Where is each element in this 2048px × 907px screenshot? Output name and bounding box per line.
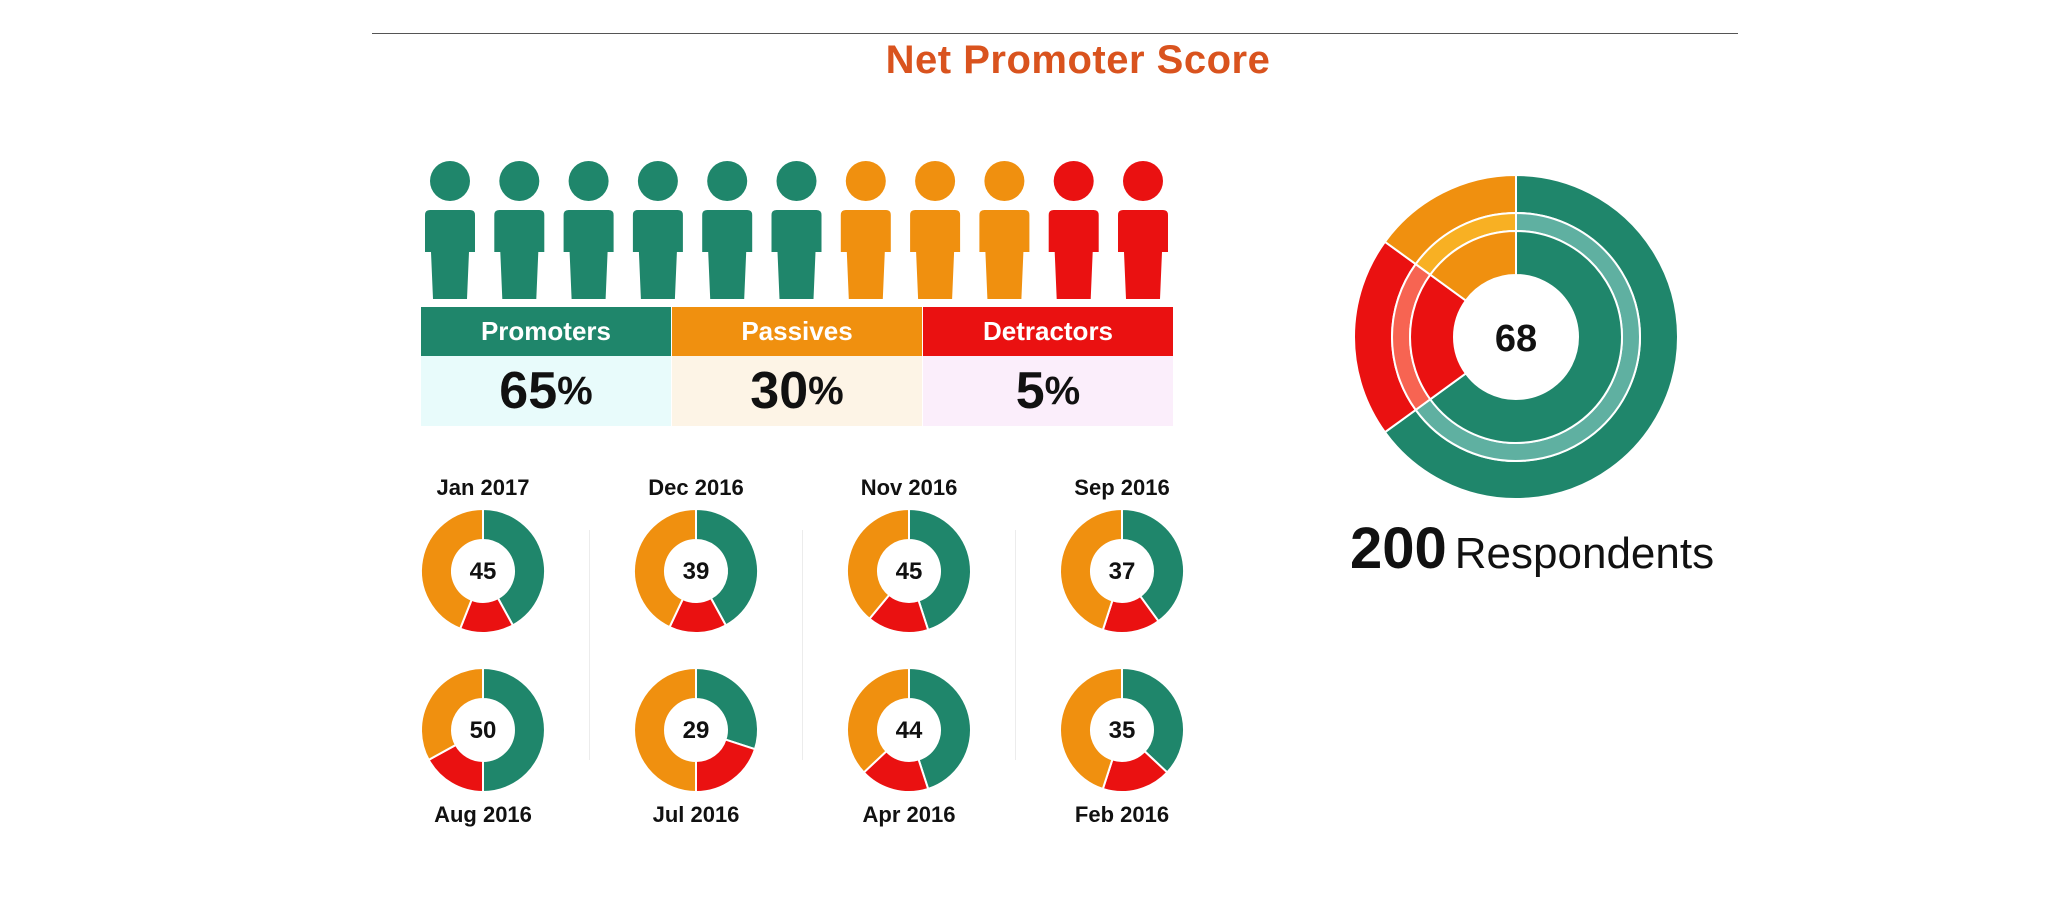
promoters-value: 65 bbox=[499, 362, 558, 420]
passive-person-icon bbox=[979, 161, 1030, 299]
month-label: Apr 2016 bbox=[863, 802, 956, 827]
promoter-person-icon bbox=[632, 161, 683, 299]
promoter-person-icon bbox=[563, 161, 614, 299]
month-score-label: 45 bbox=[896, 558, 923, 585]
passives-segment bbox=[420, 666, 484, 762]
passives-segment bbox=[1058, 666, 1123, 791]
month-label: Dec 2016 bbox=[648, 475, 743, 500]
passives-value: 30 bbox=[750, 362, 809, 420]
detractors-label: Detractors bbox=[923, 307, 1173, 356]
month-score-label: 45 bbox=[470, 558, 497, 585]
promoter-person-icon bbox=[771, 161, 822, 299]
detractor-person-icon bbox=[1118, 161, 1168, 299]
month-donut: 37 Sep 2016 bbox=[1059, 475, 1185, 634]
passives-segment bbox=[420, 507, 484, 630]
promoters-segment bbox=[695, 507, 759, 627]
detractors-column: Detractors 5% bbox=[923, 307, 1173, 426]
month-score-label: 35 bbox=[1109, 717, 1136, 744]
page-title: Net Promoter Score bbox=[885, 38, 1271, 82]
overall-nps-donut: 68 bbox=[1353, 173, 1679, 500]
promoters-core-segment bbox=[1428, 229, 1623, 444]
month-donut: 45 Nov 2016 bbox=[846, 475, 972, 634]
passives-segment bbox=[846, 507, 910, 621]
promoters-column: Promoters 65% bbox=[421, 307, 671, 426]
promoters-segment bbox=[908, 666, 973, 791]
promoters-percent: 65% bbox=[421, 356, 671, 426]
detractors-percent: 5% bbox=[923, 356, 1173, 426]
promoter-person-icon bbox=[702, 161, 753, 299]
passives-column: Passives 30% bbox=[672, 307, 922, 426]
promoters-segment bbox=[482, 666, 546, 794]
passive-person-icon bbox=[910, 161, 961, 299]
promoter-person-icon bbox=[494, 161, 545, 299]
passives-unit: % bbox=[808, 368, 844, 413]
promoters-unit: % bbox=[557, 368, 593, 413]
month-label: Nov 2016 bbox=[861, 475, 958, 500]
overall-score-label: 68 bbox=[1495, 318, 1537, 360]
passives-segment bbox=[1059, 507, 1123, 632]
top-rule bbox=[372, 33, 1738, 34]
month-label: Feb 2016 bbox=[1075, 802, 1169, 827]
month-donut: 39 Dec 2016 bbox=[633, 475, 759, 634]
passives-label: Passives bbox=[672, 307, 922, 356]
category-breakdown: Promoters 65% Passives 30% Detractors 5% bbox=[421, 307, 1173, 426]
detractor-person-icon bbox=[1048, 161, 1099, 299]
month-label: Aug 2016 bbox=[434, 802, 532, 827]
month-donut: 29 Jul 2016 bbox=[633, 666, 759, 827]
month-donut: 50 Aug 2016 bbox=[420, 666, 546, 827]
passives-segment bbox=[633, 507, 697, 629]
promoters-segment bbox=[1121, 666, 1185, 774]
promoters-segment bbox=[908, 507, 972, 632]
passive-person-icon bbox=[840, 161, 891, 299]
month-label: Jan 2017 bbox=[437, 475, 530, 500]
promoters-segment bbox=[1121, 507, 1185, 623]
passives-segment bbox=[846, 666, 910, 774]
detractors-value: 5 bbox=[1015, 362, 1045, 420]
detractors-unit: % bbox=[1044, 368, 1081, 413]
month-score-label: 50 bbox=[470, 717, 497, 744]
month-score-label: 44 bbox=[896, 717, 923, 744]
month-donut: 35 Feb 2016 bbox=[1058, 666, 1185, 827]
monthly-donut-grid: 45 Jan 2017 39 Dec 2016 45 Nov 2016 37 Sep 2016… bbox=[420, 475, 1185, 827]
detractors-segment bbox=[695, 738, 757, 794]
promoter-person-icon bbox=[425, 161, 475, 299]
respondents-summary: 200 Respondents bbox=[1350, 515, 1714, 582]
respondents-count: 200 bbox=[1350, 516, 1447, 581]
promoters-segment bbox=[482, 507, 546, 627]
month-label: Sep 2016 bbox=[1074, 475, 1169, 500]
promoters-label: Promoters bbox=[421, 307, 671, 356]
passives-core-segment bbox=[1428, 229, 1517, 302]
month-donut: 44 Apr 2016 bbox=[846, 666, 973, 827]
month-label: Jul 2016 bbox=[653, 802, 740, 827]
month-score-label: 39 bbox=[683, 558, 710, 585]
month-score-label: 37 bbox=[1109, 558, 1136, 585]
month-donut: 45 Jan 2017 bbox=[420, 475, 546, 634]
month-score-label: 29 bbox=[683, 717, 710, 744]
overall-donut-segments bbox=[1353, 173, 1679, 500]
passives-segment bbox=[633, 666, 697, 794]
passives-percent: 30% bbox=[672, 356, 922, 426]
people-icon-row bbox=[425, 161, 1168, 299]
promoters-segment bbox=[695, 666, 759, 751]
respondents-label: Respondents bbox=[1454, 529, 1715, 578]
